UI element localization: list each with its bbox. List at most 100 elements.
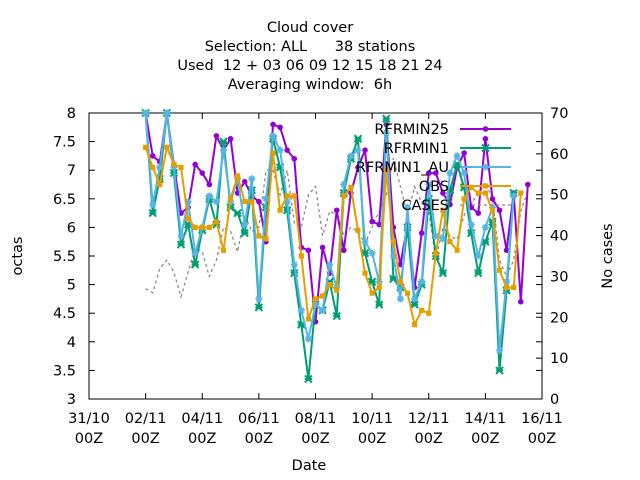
y-tick-label: 7 [67, 163, 76, 179]
data-point-rfrmin1-au [142, 109, 150, 117]
title-line-3: Used 12 + 03 06 09 12 15 18 21 24 [177, 58, 442, 74]
data-point-rfrmin1-au [432, 232, 440, 240]
x-tick-label-time: 00Z [471, 431, 499, 447]
y2-tick-label: 20 [550, 310, 568, 326]
data-point-rfrmin1-au [460, 169, 468, 177]
x-axis-ticks: 31/10 00Z 02/11 00Z 04/11 00Z 06/11 00Z 08/11 00Z… [68, 113, 563, 447]
data-point-rfrmin1-au [156, 163, 164, 171]
data-point-obs [411, 322, 418, 328]
data-point-obs [369, 290, 375, 296]
data-point-rfrmin1 [332, 311, 341, 321]
data-point-obs [220, 247, 227, 253]
y-axis-label: octas [10, 237, 26, 276]
x-tick-label-time: 00Z [75, 431, 103, 447]
legend-item-rfrmin25: RFRMIN25 [374, 122, 511, 138]
y-tick-label: 6 [67, 220, 76, 236]
data-point-obs [171, 161, 177, 168]
data-point-obs [447, 239, 453, 245]
data-point-rfrmin1-au [389, 252, 397, 260]
data-point-obs [511, 284, 517, 291]
data-point-rfrmin1 [495, 366, 504, 375]
data-point-rfrmin1-au [347, 152, 355, 160]
y2-tick-label: 60 [550, 147, 568, 163]
x-tick-label-date: 14/11 [464, 411, 506, 427]
data-point-obs [312, 296, 319, 302]
y2-tick-label: 0 [550, 392, 559, 408]
data-point-obs [213, 219, 220, 225]
data-point-rfrmin1-au [283, 198, 291, 206]
data-point-rfrmin1-au [503, 278, 511, 286]
legend-item-cases: CASES [401, 198, 511, 214]
data-point-obs [319, 293, 326, 299]
data-point-rfrmin25 [149, 153, 156, 159]
data-point-rfrmin1-au [474, 252, 482, 260]
data-point-rfrmin1-au [219, 146, 227, 154]
data-point-obs [383, 167, 389, 173]
y2-axis-ticks: 0 10 20 30 40 50 60 70 [536, 106, 568, 408]
data-point-obs [235, 173, 241, 179]
data-point-rfrmin1 [410, 300, 419, 309]
data-point-rfrmin1-au [255, 295, 263, 303]
data-point-obs [475, 190, 481, 196]
data-point-rfrmin1-au [319, 306, 327, 314]
data-point-obs [433, 250, 439, 256]
x-tick-label-time: 00Z [528, 431, 556, 447]
legend-marker [481, 143, 490, 153]
data-point-obs [270, 150, 276, 156]
data-point-rfrmin1 [233, 208, 242, 218]
data-point-rfrmin25 [517, 298, 524, 305]
x-tick-label-time: 00Z [358, 431, 386, 447]
data-point-rfrmin1-au [241, 221, 249, 229]
data-point-obs [504, 284, 510, 291]
legend-marker [482, 126, 489, 132]
data-point-rfrmin25 [319, 244, 326, 251]
data-point-rfrmin1-au [368, 249, 376, 257]
data-point-rfrmin1-au [304, 335, 312, 343]
series-line-rfrmin1-au [144, 112, 515, 351]
data-point-rfrmin25 [270, 121, 276, 128]
data-point-rfrmin1-au [205, 192, 213, 200]
legend-item-obs: OBS [419, 179, 511, 195]
y-tick-label: 5 [67, 278, 76, 294]
series-rfrmin1-au [142, 109, 518, 354]
data-point-obs [426, 310, 432, 316]
y2-axis-label: No cases [600, 223, 616, 288]
data-point-rfrmin1 [374, 300, 384, 309]
data-point-obs [454, 247, 460, 253]
data-point-obs [178, 164, 184, 170]
title-line-4: Averaging window: 6h [228, 77, 392, 93]
data-point-rfrmin25 [213, 133, 220, 139]
data-point-rfrmin25 [362, 147, 368, 153]
data-point-rfrmin1-au [396, 295, 404, 303]
data-point-rfrmin1-au [446, 169, 454, 177]
title-line-1: Cloud cover [267, 20, 353, 36]
data-point-rfrmin25 [333, 207, 340, 214]
data-point-obs [277, 207, 283, 213]
data-point-obs [227, 196, 234, 202]
data-point-obs [348, 184, 354, 190]
y2-tick-label: 70 [550, 106, 568, 122]
data-point-obs [496, 267, 503, 273]
data-point-obs [482, 190, 488, 196]
data-point-rfrmin1-au [312, 301, 319, 309]
y-axis-ticks: 3 3.5 4 4.5 5 5.5 6 6.5 7 7.5 8 [53, 106, 542, 408]
data-point-obs [468, 184, 474, 190]
data-point-obs [489, 207, 496, 213]
data-point-rfrmin25 [192, 161, 198, 168]
data-point-rfrmin1-au [262, 195, 270, 203]
legend-label: RFRMIN25 [374, 122, 449, 138]
data-point-obs [390, 239, 396, 245]
legend-marker [482, 163, 489, 171]
data-point-obs [256, 233, 262, 239]
data-point-obs [249, 199, 255, 205]
data-point-rfrmin1-au [163, 109, 171, 117]
data-point-obs [461, 196, 467, 202]
y-tick-label: 4.5 [53, 306, 76, 322]
data-point-rfrmin1 [219, 137, 228, 146]
y-tick-label: 3.5 [53, 363, 76, 379]
y2-tick-label: 40 [550, 229, 568, 245]
data-point-rfrmin1 [304, 374, 313, 384]
data-point-obs [291, 193, 297, 199]
data-point-rfrmin25 [227, 135, 234, 142]
y2-tick-label: 10 [550, 351, 568, 367]
